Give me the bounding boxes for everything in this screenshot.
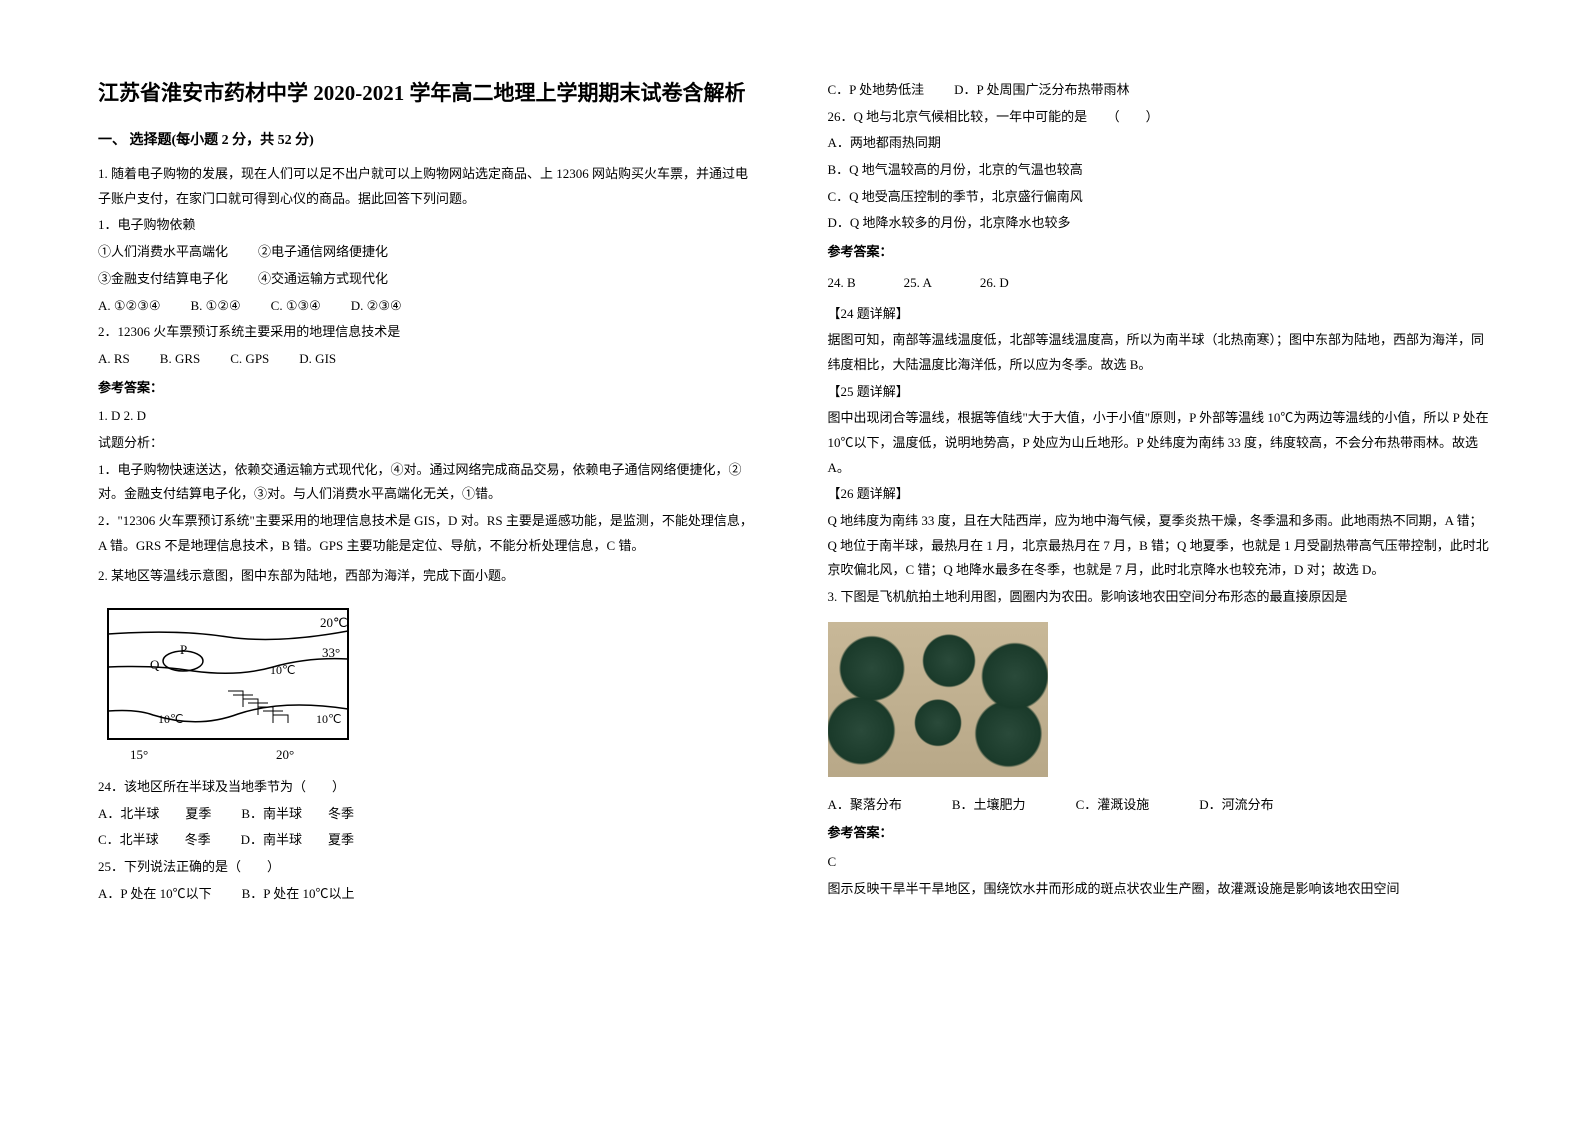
q2-s26D: D．Q 地降水较多的月份，北京降水也较多 bbox=[828, 211, 1490, 236]
q3-A: A．聚落分布 bbox=[828, 793, 902, 818]
q2-ans26: 26. D bbox=[980, 271, 1009, 296]
question-1: 1. 随着电子购物的发展，现在人们可以足不出户就可以上购物网站选定商品、上 12… bbox=[98, 162, 760, 558]
q1s2-C: C. GPS bbox=[230, 347, 269, 372]
q2-sub25: 25．下列说法正确的是（ ） bbox=[98, 855, 760, 880]
q2-ans24: 24. B bbox=[828, 271, 856, 296]
q2-s24D: D．南半球 夏季 bbox=[241, 828, 354, 853]
question-2: 2. 某地区等温线示意图，图中东部为陆地，西部为海洋，完成下面小题。 20℃ 3… bbox=[98, 564, 760, 906]
fig-15: 15° bbox=[130, 747, 148, 762]
q2-s25A: A．P 处在 10℃以下 bbox=[98, 882, 212, 907]
q2-exp24: 据图可知，南部等温线温度低，北部等温线温度高，所以为南半球（北热南寒）；图中东部… bbox=[828, 328, 1490, 377]
q1-D: D. ②③④ bbox=[351, 294, 402, 319]
q2-s25-row2: C．P 处地势低洼 D．P 处周围广泛分布热带雨林 bbox=[828, 78, 1490, 103]
fig-33: 33° bbox=[322, 645, 340, 660]
q2-ans25: 25. A bbox=[904, 271, 932, 296]
q1-ans-label: 参考答案： bbox=[98, 376, 760, 401]
q1-opt3: ③金融支付结算电子化 bbox=[98, 267, 228, 292]
q3-options: A．聚落分布 B．土壤肥力 C．灌溉设施 D．河流分布 bbox=[828, 793, 1490, 818]
fig-20c: 20℃ bbox=[320, 615, 348, 630]
q1-choices: A. ①②③④ B. ①②④ C. ①③④ D. ②③④ bbox=[98, 294, 760, 319]
fig-10c-upper: 10℃ bbox=[270, 663, 295, 677]
q1s2-B: B. GRS bbox=[160, 347, 200, 372]
q2-s24C: C．北半球 冬季 bbox=[98, 828, 211, 853]
q1-opt1: ①人们消费水平高端化 bbox=[98, 240, 228, 265]
q1s2-A: A. RS bbox=[98, 347, 130, 372]
q2-ans-label: 参考答案： bbox=[828, 240, 1490, 265]
q1-B: B. ①②④ bbox=[191, 294, 241, 319]
q1-opt2: ②电子通信网络便捷化 bbox=[258, 240, 388, 265]
q1s2-D: D. GIS bbox=[299, 347, 336, 372]
q2-exp25-label: 【25 题详解】 bbox=[828, 380, 1490, 405]
q2-s25B: B．P 处在 10℃以上 bbox=[242, 882, 355, 907]
q2-s24-row1: A．北半球 夏季 B．南半球 冬季 bbox=[98, 802, 760, 827]
q2-stem: 2. 某地区等温线示意图，图中东部为陆地，西部为海洋，完成下面小题。 bbox=[98, 564, 760, 589]
q1-exp-label: 试题分析： bbox=[98, 431, 760, 456]
q1-A: A. ①②③④ bbox=[98, 294, 161, 319]
q1-stem: 1. 随着电子购物的发展，现在人们可以足不出户就可以上购物网站选定商品、上 12… bbox=[98, 162, 760, 211]
q1-opts-row1: ①人们消费水平高端化 ②电子通信网络便捷化 bbox=[98, 240, 760, 265]
q1-sub2: 2．12306 火车票预订系统主要采用的地理信息技术是 bbox=[98, 320, 760, 345]
q2-s26C: C．Q 地受高压控制的季节，北京盛行偏南风 bbox=[828, 185, 1490, 210]
aerial-photo bbox=[828, 622, 1048, 777]
q3-exp: 图示反映干旱半干旱地区，围绕饮水井而形成的斑点状农业生产圈，故灌溉设施是影响该地… bbox=[828, 877, 1490, 902]
fig-P: P bbox=[180, 642, 187, 657]
q2-s26B: B．Q 地气温较高的月份，北京的气温也较高 bbox=[828, 158, 1490, 183]
fig-10c-ll: 10℃ bbox=[158, 712, 183, 726]
exam-title: 江苏省淮安市药材中学 2020-2021 学年高二地理上学期期末试卷含解析 bbox=[98, 78, 760, 110]
fig-20lng: 20° bbox=[276, 747, 294, 762]
q1-opt4: ④交通运输方式现代化 bbox=[258, 267, 388, 292]
q3-ans-label: 参考答案： bbox=[828, 821, 1490, 846]
q2-exp24-label: 【24 题详解】 bbox=[828, 302, 1490, 327]
q2-s25-row: A．P 处在 10℃以下 B．P 处在 10℃以上 bbox=[98, 882, 760, 907]
q3-D: D．河流分布 bbox=[1199, 793, 1273, 818]
question-3: 3. 下图是飞机航拍土地利用图，圆圈内为农田。影响该地农田空间分布形态的最直接原… bbox=[828, 585, 1490, 901]
q2-exp26: Q 地纬度为南纬 33 度，且在大陆西岸，应为地中海气候，夏季炎热干燥，冬季温和… bbox=[828, 509, 1490, 583]
q3-ans: C bbox=[828, 850, 1490, 875]
q2-exp25: 图中出现闭合等温线，根据等值线"大于大值，小于小值"原则，P 外部等温线 10℃… bbox=[828, 406, 1490, 480]
q1-sub2-choices: A. RS B. GRS C. GPS D. GIS bbox=[98, 347, 760, 372]
q1-opts-row2: ③金融支付结算电子化 ④交通运输方式现代化 bbox=[98, 267, 760, 292]
fig-Q: Q bbox=[150, 657, 160, 672]
q1-ans: 1. D 2. D bbox=[98, 404, 760, 429]
left-column: 江苏省淮安市药材中学 2020-2021 学年高二地理上学期期末试卷含解析 一、… bbox=[98, 78, 760, 1044]
q2-s25C: C．P 处地势低洼 bbox=[828, 78, 925, 103]
q2-sub26: 26．Q 地与北京气候相比较，一年中可能的是 （ ） bbox=[828, 105, 1490, 130]
q1-sub1: 1．电子购物依赖 bbox=[98, 213, 760, 238]
q3-C: C．灌溉设施 bbox=[1076, 793, 1150, 818]
section-header: 一、 选择题(每小题 2 分，共 52 分) bbox=[98, 128, 760, 155]
isotherm-figure: 20℃ 33° 10℃ 10℃ 10℃ P Q 15° 20° bbox=[98, 599, 760, 769]
q2-s25D: D．P 处周围广泛分布热带雨林 bbox=[954, 78, 1129, 103]
q2-sub24: 24．该地区所在半球及当地季节为（ ） bbox=[98, 775, 760, 800]
q2-exp26-label: 【26 题详解】 bbox=[828, 482, 1490, 507]
q1-exp2: 2．"12306 火车票预订系统"主要采用的地理信息技术是 GIS，D 对。RS… bbox=[98, 509, 760, 558]
fig-10c-lr: 10℃ bbox=[316, 712, 341, 726]
q2-answers: 24. B 25. A 26. D bbox=[828, 271, 1490, 296]
q2-s24A: A．北半球 夏季 bbox=[98, 802, 211, 827]
q1-exp1: 1．电子购物快速送达，依赖交通运输方式现代化，④对。通过网络完成商品交易，依赖电… bbox=[98, 458, 760, 507]
q3-stem: 3. 下图是飞机航拍土地利用图，圆圈内为农田。影响该地农田空间分布形态的最直接原… bbox=[828, 585, 1490, 610]
q2-s26A: A．两地都雨热同期 bbox=[828, 131, 1490, 156]
q2-s24B: B．南半球 冬季 bbox=[241, 802, 354, 827]
q2-s24-row2: C．北半球 冬季 D．南半球 夏季 bbox=[98, 828, 760, 853]
q3-B: B．土壤肥力 bbox=[952, 793, 1026, 818]
q1-C: C. ①③④ bbox=[271, 294, 321, 319]
right-column: C．P 处地势低洼 D．P 处周围广泛分布热带雨林 26．Q 地与北京气候相比较… bbox=[828, 78, 1490, 1044]
